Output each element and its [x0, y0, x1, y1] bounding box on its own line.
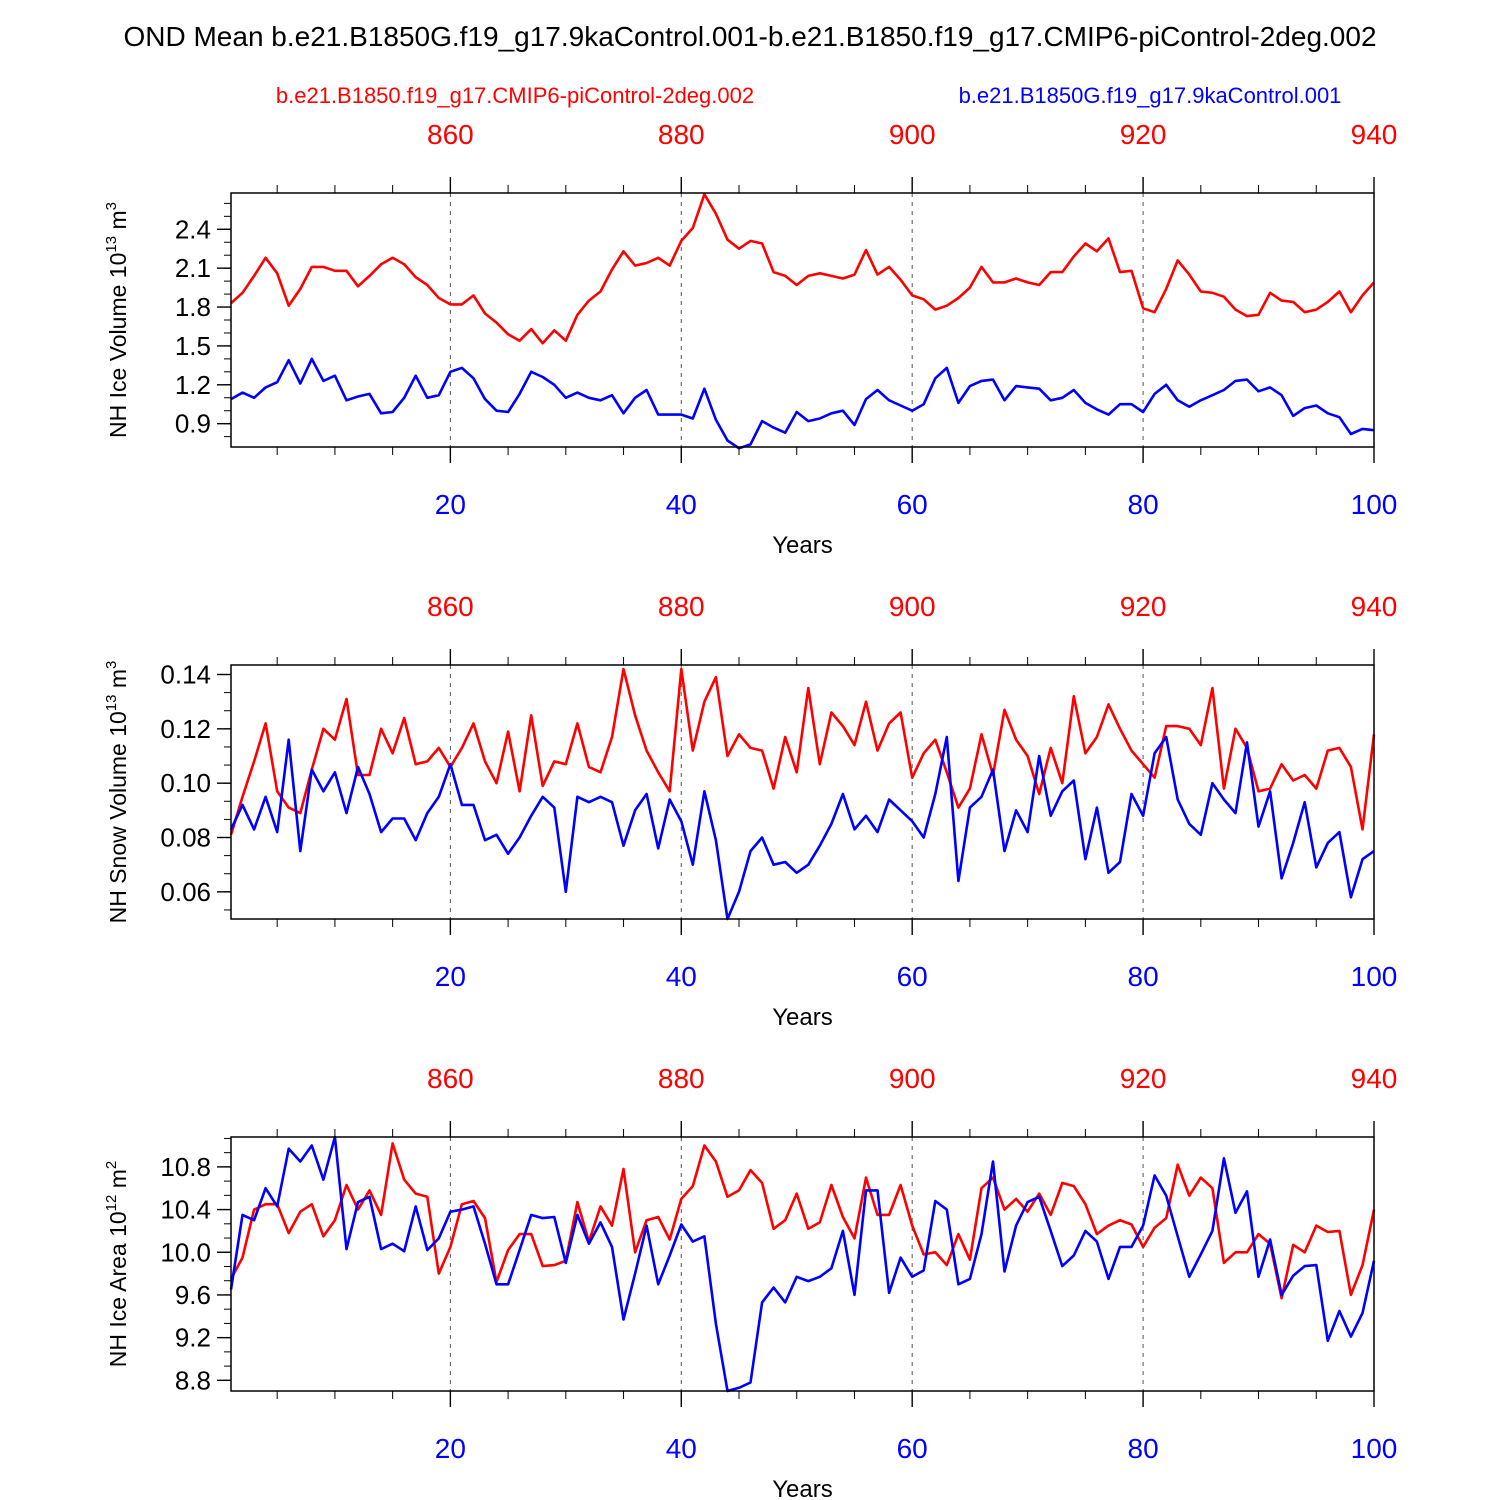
x-top-tick-label: 920 [1120, 1063, 1167, 1094]
y-axis-label: NH Ice Area 1012 m2 [103, 1161, 131, 1368]
series-line-red [229, 1142, 1376, 1300]
x-bottom-tick-label: 40 [666, 961, 697, 992]
y-tick-label: 9.6 [175, 1280, 211, 1310]
y-tick-label: 0.06 [160, 877, 211, 907]
x-top-tick-label: 860 [427, 591, 474, 622]
x-axis-label: Years [772, 532, 833, 559]
x-bottom-tick-label: 40 [666, 489, 697, 520]
panel-snow-volume: 20 40 60 80 100 860 880 900 920 940 0.06 0.08 0.10 0.… [103, 591, 1397, 1031]
x-top-tick-label: 860 [427, 119, 474, 150]
chart-title: OND Mean b.e21.B1850G.f19_g17.9kaControl… [123, 21, 1376, 52]
x-bottom-tick-label: 40 [666, 1433, 697, 1464]
x-bottom-tick-label: 100 [1351, 1433, 1398, 1464]
y-tick-label: 10.0 [160, 1237, 211, 1267]
x-top-tick-label: 880 [658, 591, 705, 622]
y-tick-label: 2.4 [175, 214, 211, 244]
panel-ice-area: 20 40 60 80 100 860 880 900 920 940 8.8 9.2 9.6 10.0 1… [103, 1063, 1397, 1500]
legend-red-label: b.e21.B1850.f19_g17.CMIP6-piControl-2deg… [276, 83, 754, 108]
y-tick-label: 10.8 [160, 1152, 211, 1182]
x-top-tick-label: 940 [1351, 119, 1398, 150]
y-tick-label: 0.08 [160, 823, 211, 853]
y-tick-label: 8.8 [175, 1365, 211, 1395]
x-bottom-tick-label: 60 [897, 1433, 928, 1464]
legend-blue-label: b.e21.B1850G.f19_g17.9kaControl.001 [959, 83, 1342, 108]
x-bottom-tick-label: 100 [1351, 961, 1398, 992]
chart-panels: 20 40 60 80 100 860 880 900 920 940 0.9 1.2 1.5 1.8 2.… [103, 119, 1397, 1500]
x-bottom-tick-label: 80 [1128, 961, 1159, 992]
x-bottom-tick-label: 100 [1351, 489, 1398, 520]
plot-frame [230, 1136, 1375, 1392]
x-top-tick-label: 880 [658, 119, 705, 150]
x-top-tick-label: 940 [1351, 591, 1398, 622]
series-line-red [229, 667, 1376, 836]
series-line-red [230, 193, 1375, 345]
y-tick-label: 0.9 [175, 409, 211, 439]
y-tick-label: 0.10 [160, 768, 211, 798]
x-top-tick-label: 900 [889, 591, 936, 622]
x-bottom-tick-label: 80 [1128, 489, 1159, 520]
x-bottom-tick-label: 20 [435, 961, 466, 992]
y-axis-label: NH Snow Volume 1013 m3 [103, 661, 131, 924]
x-bottom-tick-label: 80 [1128, 1433, 1159, 1464]
plot-frame [230, 192, 1375, 448]
y-tick-label: 0.14 [160, 660, 211, 690]
y-tick-label: 1.5 [175, 331, 211, 361]
x-bottom-tick-label: 20 [435, 1433, 466, 1464]
series-line-blue [230, 357, 1375, 450]
series-line-blue [229, 735, 1375, 921]
x-top-tick-label: 880 [658, 1063, 705, 1094]
y-tick-label: 2.1 [175, 253, 211, 283]
x-bottom-tick-label: 20 [435, 489, 466, 520]
x-top-tick-label: 920 [1120, 591, 1167, 622]
x-top-tick-label: 900 [889, 119, 936, 150]
plot-frame [230, 664, 1375, 920]
x-bottom-tick-label: 60 [897, 489, 928, 520]
x-top-tick-label: 900 [889, 1063, 936, 1094]
y-axis-label: NH Ice Volume 1013 m3 [103, 202, 131, 438]
y-tick-label: 1.8 [175, 292, 211, 322]
x-bottom-tick-label: 60 [897, 961, 928, 992]
x-top-tick-label: 940 [1351, 1063, 1398, 1094]
x-axis-label: Years [772, 1476, 833, 1500]
y-tick-label: 0.12 [160, 714, 211, 744]
panel-ice-volume: 20 40 60 80 100 860 880 900 920 940 0.9 1.2 1.5 1.8 2.… [103, 119, 1397, 559]
x-top-tick-label: 920 [1120, 119, 1167, 150]
y-tick-label: 10.4 [160, 1195, 211, 1225]
y-tick-label: 9.2 [175, 1323, 211, 1353]
x-top-tick-label: 860 [427, 1063, 474, 1094]
x-axis-label: Years [772, 1004, 833, 1031]
series-line-blue [229, 1135, 1376, 1393]
y-tick-label: 1.2 [175, 370, 211, 400]
